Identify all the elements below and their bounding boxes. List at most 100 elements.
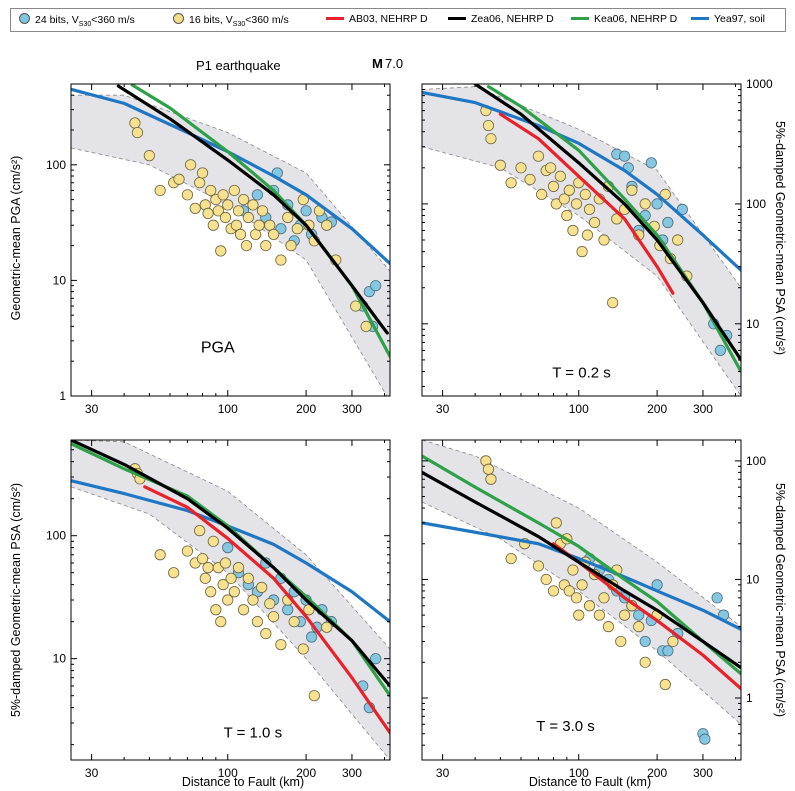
data-point-16bit [222,199,234,211]
data-point-16bit [267,228,280,240]
data-point-16bit [532,560,545,572]
x-tick-label: 30 [436,402,450,416]
data-point-16bit [626,184,638,196]
data-point-24bit [714,344,726,357]
data-point-16bit [194,525,206,537]
data-point-16bit [219,211,232,224]
data-point-16bit [225,572,237,584]
x-tick-label: 100 [569,766,589,780]
legend-label-16bit-pre: 16 bits, V [189,14,233,26]
data-point-16bit [253,219,265,231]
data-point-24bit [222,542,234,554]
data-point-16bit [230,219,243,231]
data-point-16bit [579,188,591,201]
legend-swatch-ab03 [326,17,344,20]
data-point-16bit [260,240,272,252]
data-point-16bit [207,219,219,231]
legend-swatch-zea06 [448,17,466,20]
data-point-16bit [242,211,254,224]
legend: 24 bits, VS30<360 m/s 16 bits, VS30<360 … [10,8,786,32]
y-tick-label: 1 [59,389,66,403]
panel-bottom-left: 30 100 200 300 10 100 T = 1.0 s [46,439,391,780]
x-tick-label: 100 [218,402,238,416]
data-point-16bit [260,627,272,640]
x-tick-label: 200 [296,402,316,416]
y-tick-label: 100 [46,158,66,172]
data-point-16bit [196,553,209,565]
data-point-16bit [168,567,180,579]
data-point-24bit [251,189,264,201]
data-point-16bit [505,177,517,189]
data-point-16bit [485,473,497,485]
data-point-16bit [485,133,497,145]
data-point-16bit [567,224,579,237]
data-point-16bit [563,585,575,597]
data-point-16bit [228,586,240,598]
data-point-16bit [205,586,217,598]
magnitude-symbol: M [372,56,383,71]
data-point-16bit [205,184,217,197]
plot-frame [421,439,742,761]
data-point-16bit [282,211,294,224]
data-point-16bit [494,159,506,171]
panel-annotation: T = 3.0 s [536,718,595,735]
data-point-16bit [222,594,234,606]
data-point-16bit [184,159,197,171]
data-point-16bit [350,300,362,312]
uncertainty-band [71,440,390,760]
series-line-zea06-nehrp-d [422,470,741,670]
data-point-16bit [129,117,141,129]
uncertainty-band [422,86,741,396]
legend-item-ab03: AB03, NEHRP D [326,13,428,25]
data-point-16bit [639,198,651,210]
x-tick-label: 300 [342,402,362,416]
data-point-16bit [181,545,194,557]
y-tick-label: 10 [53,273,67,287]
magnitude-value: 7.0 [385,56,403,71]
data-point-16bit [547,585,560,597]
data-point-24bit [633,609,645,621]
y-axis-label-top-left: Geometric-mean PGA (cm/s²) [9,156,23,321]
data-point-16bit [154,549,166,561]
data-point-16bit [207,535,219,547]
data-point-16bit [189,202,201,214]
legend-swatch-kea06 [571,17,589,20]
data-point-16bit [598,592,610,604]
legend-item-24bit: 24 bits, VS30<360 m/s [19,13,135,28]
data-point-16bit [275,639,287,651]
data-point-24bit [711,592,723,604]
data-point-24bit [618,150,631,162]
data-point-16bit [202,562,214,574]
data-point-16bit [275,254,287,266]
series-line-yea97-soil [422,90,741,272]
x-tick-label: 200 [647,402,667,416]
data-point-16bit [360,320,372,333]
data-point-16bit [550,198,562,210]
legend-label-24bit-sub: S30 [78,21,92,29]
data-point-16bit [154,184,166,197]
data-point-16bit [615,635,627,648]
data-point-16bit [173,173,185,185]
data-point-16bit [482,463,495,475]
x-tick-label: 300 [693,402,713,416]
data-point-16bit [672,234,684,246]
data-point-16bit [217,579,229,591]
data-point-24bit [282,604,294,616]
legend-label-16bit-post: <360 m/s [245,14,289,26]
series-line-ab03-nehrp-d [498,112,675,295]
data-point-16bit [232,205,245,217]
data-point-16bit [573,609,585,621]
legend-label-yea97: Yea97, soil [714,13,765,25]
legend-label-16bit-sub: S30 [232,21,246,29]
data-point-16bit [199,572,211,584]
data-point-16bit [532,150,545,162]
data-point-16bit [607,297,619,309]
data-point-16bit [583,600,596,612]
data-point-16bit [288,616,300,628]
legend-swatch-16bit [173,13,184,24]
x-tick-label: 30 [85,402,99,416]
panel-annotation: T = 0.2 s [552,364,611,381]
data-point-24bit [370,653,382,665]
data-point-16bit [210,604,222,616]
legend-item-yea97: Yea97, soil [691,13,765,25]
